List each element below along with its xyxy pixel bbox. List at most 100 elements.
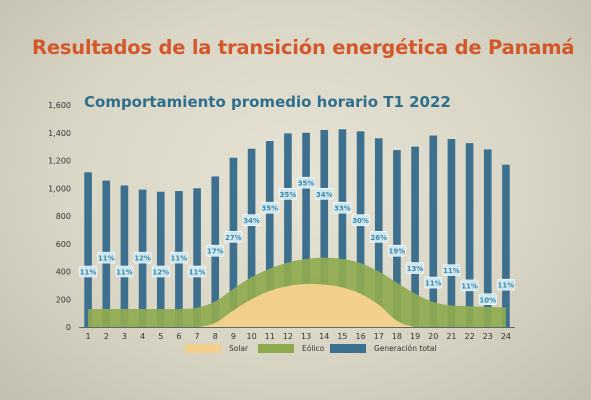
- share-label-box: [170, 251, 188, 264]
- share-label: 11%: [171, 255, 188, 263]
- share-label: 11%: [443, 267, 460, 275]
- bar-generacion-total: [447, 138, 456, 327]
- share-label-box: [369, 231, 388, 243]
- share-label-box: [297, 176, 315, 189]
- legend-label-eolico: Eólico: [302, 344, 325, 353]
- share-label: 11%: [461, 282, 478, 290]
- share-label: 11%: [189, 269, 206, 277]
- x-tick-label: 16: [355, 332, 365, 341]
- chart-title: Comportamiento promedio horario T1 2022: [84, 93, 451, 111]
- share-label: 10%: [479, 296, 496, 304]
- bar-generacion-total: [393, 150, 401, 327]
- share-label-box: [224, 231, 243, 243]
- x-tick-label: 10: [246, 332, 256, 341]
- share-label: 11%: [98, 255, 115, 263]
- bar-generacion-total: [247, 148, 256, 327]
- x-tick-label: 4: [140, 332, 145, 341]
- x-tick-label: 11: [265, 332, 275, 341]
- share-label: 27%: [225, 234, 242, 242]
- share-label-box: [242, 214, 261, 226]
- share-label: 17%: [207, 248, 224, 256]
- share-label-box: [424, 276, 443, 289]
- share-label-box: [478, 293, 497, 306]
- y-tick-label: 200: [56, 295, 71, 304]
- share-label: 12%: [152, 269, 169, 277]
- share-label-box: [188, 265, 206, 278]
- share-label-box: [260, 201, 279, 214]
- bar-generacion-total: [193, 188, 201, 327]
- share-label: 30%: [352, 217, 369, 225]
- y-tick-label: 600: [56, 240, 71, 249]
- share-label: 11%: [498, 282, 515, 290]
- bar-generacion-total: [465, 143, 474, 327]
- share-label-box: [460, 279, 479, 292]
- legend-swatch-eolico: [258, 344, 294, 353]
- y-tick-label: 800: [56, 212, 71, 221]
- legend-item-generacion-total: Generación total: [330, 344, 437, 353]
- y-tick-label: 1,600: [48, 101, 71, 110]
- x-tick-label: 23: [483, 332, 493, 341]
- x-tick-label: 2: [104, 332, 109, 341]
- y-tick-label: 0: [66, 323, 71, 332]
- y-tick-label: 1,400: [48, 129, 71, 138]
- x-tick-label: 24: [501, 332, 511, 341]
- share-label: 13%: [407, 265, 424, 273]
- x-tick-label: 19: [410, 332, 420, 341]
- share-label: 11%: [80, 269, 97, 277]
- share-label: 26%: [370, 234, 387, 242]
- share-label-box: [497, 278, 515, 291]
- share-label-box: [442, 264, 461, 276]
- share-label-box: [406, 262, 424, 274]
- legend-swatch-generacion-total: [330, 344, 366, 353]
- bar-generacion-total: [429, 135, 438, 327]
- y-tick-label: 1,200: [48, 157, 71, 166]
- x-tick-label: 13: [301, 332, 311, 341]
- x-tick-label: 8: [213, 332, 218, 341]
- x-tick-label: 3: [122, 332, 127, 341]
- x-tick-label: 21: [446, 332, 456, 341]
- y-tick-label: 400: [56, 268, 71, 277]
- x-tick-label: 20: [428, 332, 438, 341]
- share-label-box: [151, 265, 170, 278]
- share-label-box: [206, 244, 225, 257]
- chart-legend: Solar Eólico Generación total: [0, 344, 591, 360]
- x-tick-label: 15: [337, 332, 347, 341]
- share-label: 11%: [116, 269, 133, 277]
- share-label-box: [279, 188, 297, 200]
- x-tick-label: 9: [231, 332, 236, 341]
- bar-generacion-total: [84, 172, 92, 327]
- bar-generacion-total: [356, 131, 365, 327]
- share-label: 34%: [243, 217, 260, 225]
- area-solar: [88, 283, 506, 327]
- x-tick-label: 14: [319, 332, 329, 341]
- share-label: 35%: [261, 205, 278, 213]
- legend-label-generacion-total: Generación total: [374, 344, 437, 353]
- share-label: 12%: [134, 255, 151, 263]
- share-label-box: [115, 265, 134, 278]
- bar-generacion-total: [156, 191, 165, 327]
- bar-generacion-total: [120, 185, 129, 327]
- x-tick-label: 18: [392, 332, 402, 341]
- share-label-box: [333, 201, 352, 214]
- share-label-box: [315, 188, 334, 200]
- legend-item-eolico: Eólico: [258, 344, 324, 353]
- x-tick-label: 6: [176, 332, 181, 341]
- bar-generacion-total: [483, 149, 492, 327]
- bar-generacion-total: [265, 141, 274, 327]
- x-tick-label: 22: [464, 332, 474, 341]
- share-label: 11%: [425, 280, 442, 288]
- share-label: 35%: [280, 191, 297, 199]
- x-tick-label: 12: [283, 332, 293, 341]
- share-label-box: [388, 244, 406, 257]
- share-label: 35%: [298, 180, 315, 188]
- share-label-box: [351, 214, 370, 226]
- bar-generacion-total: [302, 132, 310, 327]
- bar-generacion-total: [338, 129, 347, 327]
- bar-generacion-total: [320, 129, 329, 327]
- share-label-box: [133, 251, 152, 264]
- x-tick-label: 1: [86, 332, 91, 341]
- y-tick-label: 1,000: [48, 184, 71, 193]
- bar-generacion-total: [411, 146, 419, 327]
